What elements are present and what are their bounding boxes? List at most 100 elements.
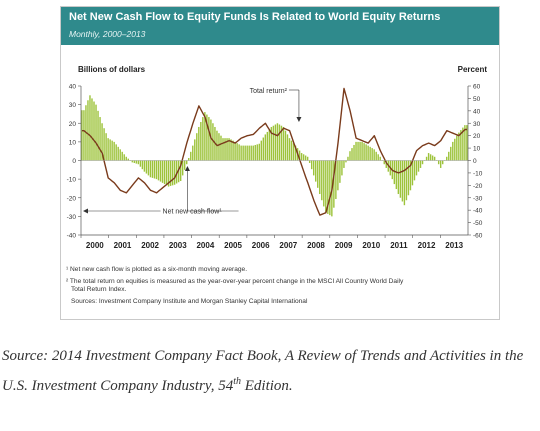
cash-flow-bar <box>167 160 170 187</box>
x-tick-label: 2001 <box>114 241 132 250</box>
cash-flow-bar <box>272 125 275 161</box>
cash-flow-bar <box>460 130 462 161</box>
cash-flow-bar <box>441 160 444 165</box>
cash-flow-bar <box>194 139 196 161</box>
cash-flow-bar <box>464 125 466 161</box>
cash-flow-bar <box>458 132 460 161</box>
cash-flow-bar <box>234 141 236 161</box>
cash-flow-bar <box>454 138 456 161</box>
left-tick-label: -40 <box>67 233 77 240</box>
cash-flow-bar <box>190 151 192 161</box>
cash-flow-bar <box>204 112 206 161</box>
cash-flow-bar <box>294 145 297 161</box>
cash-flow-bar <box>210 119 212 161</box>
cash-flow-bar <box>383 160 385 165</box>
cash-flow-bar <box>206 114 208 161</box>
cash-flow-bar <box>347 156 349 161</box>
x-tick-label: 2008 <box>307 241 325 250</box>
total-return-line-group <box>82 87 467 216</box>
cash-flow-bar <box>411 160 414 186</box>
cash-flow-bar <box>181 160 184 176</box>
cash-flow-bar <box>236 143 238 161</box>
cash-flow-bar <box>226 138 228 161</box>
cash-flow-bar <box>333 160 335 208</box>
x-tick-label: 2009 <box>335 241 353 250</box>
cash-flow-bar <box>196 133 198 161</box>
cash-flow-bar <box>448 151 450 161</box>
cash-flow-bar <box>258 143 260 161</box>
right-tick-label: 40 <box>473 108 481 115</box>
cash-flow-bar <box>312 160 315 176</box>
left-tick-label: 20 <box>69 121 77 128</box>
cash-flow-bar <box>375 151 377 161</box>
left-axis-label: Billions of dollars <box>78 65 146 74</box>
cash-flow-bar <box>101 123 103 161</box>
cash-flow-bar <box>304 155 307 161</box>
cash-flow-bar <box>143 160 146 172</box>
cash-flow-bar <box>462 127 464 161</box>
right-tick-label: -50 <box>473 220 483 227</box>
caption-suffix: Edition. <box>241 378 293 394</box>
x-tick-label: 2010 <box>362 241 380 250</box>
caption-text: Source: 2014 Investment Company Fact Boo… <box>2 348 524 394</box>
cash-flow-bar <box>123 154 125 161</box>
cash-flow-bar <box>282 126 285 161</box>
cash-flow-bar <box>319 160 321 195</box>
cash-flow-bar <box>351 148 353 161</box>
cash-flow-bar <box>280 125 283 161</box>
right-axis-label: Percent <box>458 65 488 74</box>
cash-flow-bar <box>415 160 418 176</box>
total-return-arrowhead <box>296 117 302 122</box>
x-tick-label: 2013 <box>445 241 463 250</box>
cash-flow-bar <box>171 160 174 186</box>
cash-flow-bar <box>105 133 107 161</box>
x-tick-label: 2005 <box>224 241 242 250</box>
cash-flow-bar <box>240 145 242 161</box>
cash-flow-bar <box>437 160 440 165</box>
cash-flow-bar <box>363 143 365 161</box>
cash-flow-bar <box>367 145 369 161</box>
cash-flow-bar <box>431 155 434 161</box>
cash-flow-bar <box>244 145 246 161</box>
cash-flow-bar <box>317 160 319 188</box>
cash-flow-bar <box>228 138 230 161</box>
cash-flow-bar <box>163 160 166 185</box>
cash-flow-bar <box>276 123 279 161</box>
cash-flow-bar <box>452 141 454 161</box>
cash-flow-bar <box>397 160 400 195</box>
axes <box>80 86 469 236</box>
left-tick-label: 30 <box>69 102 77 109</box>
cash-flow-bar <box>413 160 416 181</box>
x-tick-label: 2003 <box>169 241 187 250</box>
cash-flow-bar <box>266 131 269 161</box>
cash-flow-bar <box>115 144 117 161</box>
cash-flow-bar <box>153 160 156 179</box>
cash-flow-bar <box>286 134 289 161</box>
cash-flow-bar <box>159 160 162 182</box>
cash-flow-bar <box>256 144 258 161</box>
cash-flow-bar <box>308 160 311 163</box>
right-tick-label: 50 <box>473 96 481 103</box>
cash-flow-bar <box>343 160 345 168</box>
cash-flow-bar <box>446 156 448 161</box>
cash-flow-bar <box>103 128 105 161</box>
cash-flow-bar <box>200 122 202 161</box>
cash-flow-bar <box>248 145 250 161</box>
cash-flow-bar <box>450 146 452 161</box>
cash-flow-bar <box>230 139 232 161</box>
cash-flow-bar <box>433 156 436 161</box>
cash-flow-bar <box>218 133 220 161</box>
cash-flow-bar <box>377 154 379 161</box>
cash-flow-bar <box>127 158 129 161</box>
cash-flow-bar <box>321 160 323 201</box>
cash-flow-bar <box>466 125 468 161</box>
cash-flow-bar <box>111 140 113 161</box>
cash-flow-bar <box>186 160 188 165</box>
cash-flow-bar <box>107 138 109 161</box>
cash-flow-bar <box>335 160 337 199</box>
cash-flow-bar <box>222 138 224 161</box>
cash-flow-bar <box>141 160 144 170</box>
cash-flow-bar <box>151 160 154 178</box>
right-tick-labels: 60 50 40 30 20 10 0 -10 -20 -30 -40 -50 -60 <box>468 84 483 240</box>
